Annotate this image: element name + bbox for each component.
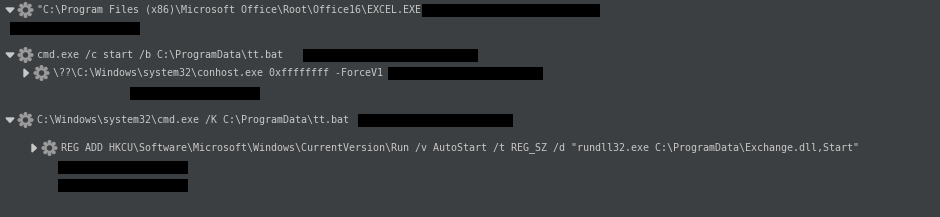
Circle shape xyxy=(45,143,54,153)
Circle shape xyxy=(20,49,23,52)
Circle shape xyxy=(24,60,26,62)
Circle shape xyxy=(44,67,47,70)
Circle shape xyxy=(44,76,47,79)
Circle shape xyxy=(24,48,26,50)
Bar xyxy=(130,87,260,100)
Circle shape xyxy=(21,51,30,59)
Circle shape xyxy=(53,142,55,145)
Circle shape xyxy=(48,153,51,155)
Bar xyxy=(58,179,188,191)
Bar xyxy=(388,66,543,79)
Bar xyxy=(58,161,188,174)
Circle shape xyxy=(36,67,39,70)
Polygon shape xyxy=(6,118,14,122)
Circle shape xyxy=(20,114,23,117)
Circle shape xyxy=(48,141,51,143)
Circle shape xyxy=(44,151,46,154)
Text: REG ADD HKCU\Software\Microsoft\Windows\CurrentVersion\Run /v AutoStart /t REG_S: REG ADD HKCU\Software\Microsoft\Windows\… xyxy=(61,143,859,153)
Polygon shape xyxy=(32,144,37,152)
Circle shape xyxy=(24,113,26,115)
Circle shape xyxy=(40,78,42,80)
Circle shape xyxy=(24,15,26,17)
Circle shape xyxy=(55,147,56,149)
Text: cmd.exe /c start /b C:\ProgramData\tt.bat: cmd.exe /c start /b C:\ProgramData\tt.ba… xyxy=(37,50,283,60)
Circle shape xyxy=(30,119,33,121)
Circle shape xyxy=(18,9,21,11)
Circle shape xyxy=(42,147,45,149)
Circle shape xyxy=(30,9,33,11)
Circle shape xyxy=(20,4,23,7)
Circle shape xyxy=(44,142,46,145)
Circle shape xyxy=(30,54,33,56)
Circle shape xyxy=(20,123,23,126)
Circle shape xyxy=(20,13,23,16)
Polygon shape xyxy=(6,8,14,12)
Bar xyxy=(422,3,600,16)
Polygon shape xyxy=(24,69,28,77)
Circle shape xyxy=(18,119,21,121)
Circle shape xyxy=(24,8,27,12)
Text: C:\Windows\system32\cmd.exe /K C:\ProgramData\tt.bat: C:\Windows\system32\cmd.exe /K C:\Progra… xyxy=(37,115,349,125)
Bar xyxy=(358,113,513,127)
Bar xyxy=(303,49,478,61)
Circle shape xyxy=(28,123,31,126)
Circle shape xyxy=(37,69,46,77)
Bar xyxy=(10,21,140,35)
Circle shape xyxy=(28,4,31,7)
Text: "C:\Program Files (x86)\Microsoft Office\Root\Office16\EXCEL.EXE" /Embedding: "C:\Program Files (x86)\Microsoft Office… xyxy=(37,5,493,15)
Circle shape xyxy=(40,66,42,68)
Circle shape xyxy=(28,58,31,61)
Circle shape xyxy=(28,13,31,16)
Circle shape xyxy=(24,125,26,127)
Circle shape xyxy=(46,72,49,74)
Circle shape xyxy=(28,49,31,52)
Circle shape xyxy=(24,118,27,122)
Circle shape xyxy=(48,146,52,150)
Polygon shape xyxy=(6,53,14,58)
Circle shape xyxy=(34,72,37,74)
Circle shape xyxy=(21,115,30,125)
Circle shape xyxy=(39,71,43,75)
Circle shape xyxy=(28,114,31,117)
Circle shape xyxy=(24,3,26,5)
Text: \??\C:\Windows\system32\conhost.exe 0xffffffff -ForceV1: \??\C:\Windows\system32\conhost.exe 0xff… xyxy=(53,68,383,78)
Circle shape xyxy=(21,5,30,15)
Circle shape xyxy=(18,54,21,56)
Circle shape xyxy=(24,53,27,57)
Circle shape xyxy=(36,76,39,79)
Circle shape xyxy=(53,151,55,154)
Circle shape xyxy=(20,58,23,61)
